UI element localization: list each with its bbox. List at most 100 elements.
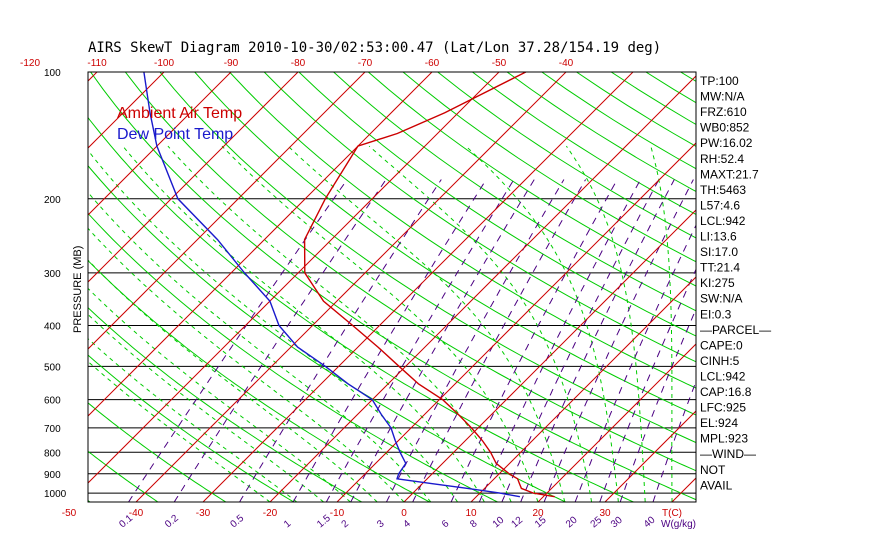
isotherms bbox=[0, 72, 696, 502]
moist-adiabats bbox=[88, 145, 673, 502]
mixing-ratio-tick-label: 0.2 bbox=[163, 513, 181, 531]
index-item: SW:N/A bbox=[700, 292, 742, 306]
isotherm-line bbox=[135, 72, 567, 502]
bottom-temp-tick-label: -50 bbox=[62, 508, 77, 519]
mixing-ratio-line bbox=[292, 179, 487, 502]
index-item: MW:N/A bbox=[700, 90, 744, 104]
isotherm-line bbox=[604, 410, 696, 502]
pressure-tick-label: 200 bbox=[44, 195, 61, 206]
mixing-ratio-tick-label: 6 bbox=[440, 518, 452, 530]
isotherm-line bbox=[403, 209, 696, 502]
mixing-ratio-line bbox=[325, 179, 515, 502]
index-item: CINH:5 bbox=[700, 354, 740, 368]
dry-adiabat-line bbox=[333, 72, 696, 312]
dry-adiabat-line bbox=[263, 72, 696, 363]
dry-adiabat-line bbox=[298, 72, 696, 337]
bottom-temp-tick-label: 0 bbox=[401, 508, 407, 519]
mixing-ratio-line bbox=[239, 179, 442, 502]
index-item: L57:4.6 bbox=[700, 198, 740, 212]
moist-adiabat-line bbox=[221, 145, 539, 502]
index-item: LFC:925 bbox=[700, 401, 746, 415]
dry-adiabat-line bbox=[472, 72, 696, 216]
top-temp-tick-label: -40 bbox=[559, 58, 574, 69]
top-temp-tick-label: -90 bbox=[224, 58, 239, 69]
isotherm-line bbox=[88, 72, 165, 149]
mixing-ratio-tick-label: 8 bbox=[468, 518, 480, 530]
mixing-ratio-line bbox=[412, 179, 587, 502]
mixing-ratio-tick-label: 1 bbox=[282, 518, 294, 530]
bottom-temp-axis: -50 -40 -30 -20 -10 0 10 20 30 bbox=[62, 508, 611, 519]
dry-adiabat-line bbox=[88, 402, 227, 502]
dry-adiabat-line bbox=[367, 72, 696, 287]
index-item: EI:0.3 bbox=[700, 307, 732, 321]
isotherm-line bbox=[470, 276, 696, 502]
mixing-ratio-line bbox=[652, 380, 696, 502]
dry-adiabat-line bbox=[159, 72, 696, 444]
legend-dew-point: Dew Point Temp bbox=[117, 126, 233, 143]
isotherm-line bbox=[336, 142, 696, 502]
index-item: CAP:16.8 bbox=[700, 385, 752, 399]
dew-point-line bbox=[143, 72, 521, 498]
dry-adiabat-line bbox=[750, 72, 870, 502]
isotherm-line bbox=[88, 72, 232, 216]
dry-adiabat-line bbox=[437, 72, 696, 239]
bottom-temp-tick-label: -20 bbox=[263, 508, 278, 519]
moist-adiabat-line bbox=[88, 313, 324, 502]
isotherm-line bbox=[88, 72, 433, 417]
index-item: KI:275 bbox=[700, 276, 735, 290]
index-item: NOT bbox=[700, 463, 726, 477]
bottom-temp-tick-label: 20 bbox=[532, 508, 544, 519]
index-item: AVAIL bbox=[700, 478, 733, 492]
index-item: PW:16.02 bbox=[700, 136, 753, 150]
bottom-temp-tick-label: 10 bbox=[465, 508, 477, 519]
top-temp-axis: -120 -110 -100 -90 -80 -70 -60 -50 -40 bbox=[20, 58, 574, 69]
index-item: SI:17.0 bbox=[700, 245, 738, 259]
dry-adiabat-line bbox=[88, 450, 159, 502]
mixing-ratio-line bbox=[450, 179, 618, 502]
index-item: MPL:923 bbox=[700, 432, 748, 446]
index-item: EL:924 bbox=[700, 416, 738, 430]
top-temp-tick-label: -60 bbox=[425, 58, 440, 69]
index-item: LCL:942 bbox=[700, 369, 746, 383]
mixing-ratio-tick-label: 40 bbox=[642, 514, 658, 530]
index-item: MAXT:21.7 bbox=[700, 167, 759, 181]
moist-adiabat-line bbox=[368, 145, 593, 502]
air-temp-line bbox=[303, 72, 555, 498]
mixing-ratio-tick-label: 10 bbox=[491, 514, 507, 530]
isotherm-line bbox=[269, 75, 696, 502]
isotherm-line bbox=[0, 72, 30, 502]
bottom-temp-tick-label: -30 bbox=[196, 508, 211, 519]
mixing-ratio-axis-label: W(g/kg) bbox=[661, 519, 696, 530]
dry-adiabat-line bbox=[229, 72, 696, 389]
pressure-tick-label: 300 bbox=[44, 269, 61, 280]
moist-adiabat-line bbox=[88, 360, 271, 502]
top-temp-tick-label: -50 bbox=[492, 58, 507, 69]
isotherm-line bbox=[88, 72, 366, 350]
legend-air-temp: Ambient Air Temp bbox=[117, 105, 242, 122]
plot-frame bbox=[87, 71, 697, 503]
index-item: —WIND— bbox=[700, 447, 756, 461]
dry-adiabat-line bbox=[402, 72, 696, 263]
pressure-axis: 100 200 300 400 500 600 700 800 900 1000 bbox=[44, 68, 67, 500]
index-item: LCL:942 bbox=[700, 214, 746, 228]
mixing-ratio-tick-label: 20 bbox=[564, 514, 580, 530]
index-item: FRZ:610 bbox=[700, 105, 747, 119]
mixing-ratio-tick-label: 2 bbox=[340, 518, 352, 530]
dry-adiabat-line bbox=[88, 354, 295, 502]
mixing-ratio-line bbox=[128, 179, 348, 502]
moist-adiabat-line bbox=[88, 338, 298, 502]
mixing-ratio-tick-label: 4 bbox=[402, 518, 414, 530]
bottom-temp-tick-label: -10 bbox=[330, 508, 345, 519]
index-item: —PARCEL— bbox=[700, 323, 771, 337]
y-axis-label: PRESSURE (MB) bbox=[72, 246, 84, 333]
index-item: CAPE:0 bbox=[700, 338, 743, 352]
pressure-tick-label: 400 bbox=[44, 322, 61, 333]
mixing-ratio-line bbox=[478, 179, 641, 502]
pressure-tick-label: 900 bbox=[44, 470, 61, 481]
moist-adiabat-line bbox=[88, 287, 351, 502]
moist-adiabat-line bbox=[88, 149, 459, 502]
top-temp-tick-label: -100 bbox=[154, 58, 174, 69]
mixing-ratio-line bbox=[385, 179, 565, 502]
plot-area bbox=[0, 72, 870, 502]
